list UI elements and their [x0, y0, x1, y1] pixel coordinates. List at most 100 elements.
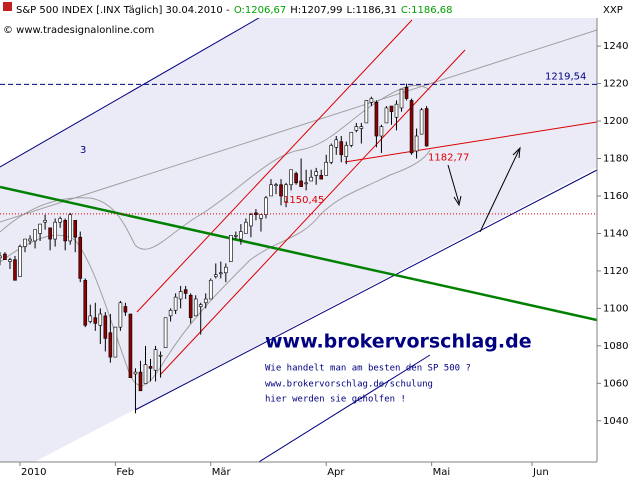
candle-body	[219, 272, 223, 275]
candle-body	[83, 279, 88, 326]
candle-body	[414, 135, 419, 152]
arrow-down	[447, 164, 460, 204]
ohlc-label: O:1206,67	[234, 5, 286, 16]
candle-body	[93, 317, 98, 324]
promo-headline: www.brokervorschlag.de	[265, 331, 532, 353]
icon	[3, 2, 12, 11]
channel-middle	[0, 29, 597, 223]
candle-body	[259, 214, 263, 219]
candle-body	[339, 141, 344, 156]
candle-body	[133, 371, 138, 375]
candle-body	[364, 100, 369, 124]
candle-body	[28, 238, 32, 242]
candle-body	[23, 238, 27, 247]
candle-body	[13, 259, 17, 281]
candle-body	[8, 259, 12, 262]
candle-body	[148, 366, 153, 369]
candle-body	[229, 235, 233, 262]
red-trendline	[344, 121, 597, 163]
candle-body	[98, 313, 103, 326]
candle-body	[234, 235, 238, 237]
green-trendline	[0, 185, 597, 322]
y-axis-label: XXP	[603, 5, 623, 16]
candle-body	[203, 298, 208, 304]
candle-body	[43, 220, 47, 223]
candle-body	[354, 126, 359, 131]
candle-body	[374, 102, 379, 137]
candle-body	[349, 131, 354, 146]
candle-body	[128, 313, 133, 378]
candle-body	[289, 169, 293, 186]
annotation-label: 1219,54	[545, 71, 586, 82]
x-tick-label: Mai	[433, 467, 451, 478]
candle-body	[158, 354, 163, 357]
candle-body	[409, 100, 414, 154]
ohlc-label: C:1186,68	[401, 5, 453, 16]
candle-body	[334, 139, 339, 148]
candle-body	[369, 98, 374, 103]
candle-body	[224, 266, 228, 274]
candle-body	[58, 218, 62, 223]
candle-body	[359, 126, 364, 129]
candle-body	[249, 214, 253, 227]
candle-body	[284, 184, 288, 202]
candle-body	[419, 109, 424, 135]
header: S&P 500 INDEX [.INX Täglich] 30.04.2010 …	[16, 5, 453, 16]
candle-body	[274, 184, 278, 187]
y-tick-label: 1080	[603, 341, 628, 352]
candle-body	[103, 315, 108, 339]
ohlc-label: L:1186,31	[347, 5, 397, 16]
candle-body	[299, 180, 303, 187]
candle-body	[38, 223, 42, 234]
wave-label: 3	[80, 145, 86, 156]
annotation-label: 1150,45	[283, 195, 324, 206]
channel-upper	[0, 18, 260, 168]
candle-body	[309, 176, 313, 182]
y-tick-label: 1060	[603, 378, 628, 389]
candle-body	[329, 145, 334, 163]
candle-body	[379, 126, 384, 137]
ohlc-label: H:1207,99	[290, 5, 342, 16]
x-tick-label: Apr	[327, 467, 345, 478]
y-tick-label: 1160	[603, 191, 628, 202]
candle-body	[68, 214, 72, 242]
candle-body	[53, 221, 57, 240]
red-channel-lower	[159, 49, 466, 376]
candle-body	[138, 371, 143, 392]
arrow-up	[479, 149, 520, 233]
candles	[0, 83, 429, 414]
candle-body	[294, 173, 298, 184]
candle-body	[344, 145, 349, 157]
candle-body	[153, 349, 158, 371]
x-tick-label: 2010	[21, 467, 46, 478]
candle-body	[193, 298, 198, 317]
candle-body	[143, 364, 148, 384]
candle-body	[399, 88, 404, 109]
candle-body	[213, 274, 218, 277]
x-tick-label: Jun	[532, 467, 549, 478]
title: S&P 500 INDEX [.INX Täglich] 30.04.2010 …	[16, 5, 230, 16]
candle-body	[183, 289, 188, 294]
candle-body	[113, 326, 118, 358]
candle-body	[424, 108, 429, 147]
candle-body	[63, 220, 67, 242]
candle-body	[118, 302, 123, 328]
channel-lower-2	[257, 354, 431, 462]
x-tick-label: Feb	[116, 467, 134, 478]
y-tick-label: 1120	[603, 266, 628, 277]
candle-body	[188, 294, 193, 319]
candle-body	[239, 231, 243, 240]
candle-body	[168, 309, 173, 317]
y-tick-label: 1240	[603, 41, 628, 52]
promo-line: hier werden sie geholfen !	[265, 395, 406, 405]
y-tick-label: 1140	[603, 228, 628, 239]
promo-line: www.brokervorschlag.de/schulung	[265, 380, 433, 390]
candle-body	[208, 279, 213, 300]
arrow-head	[512, 146, 521, 159]
candle-body	[304, 182, 308, 185]
candle-body	[108, 332, 113, 358]
candle-body	[404, 87, 409, 99]
candle-body	[33, 229, 37, 242]
